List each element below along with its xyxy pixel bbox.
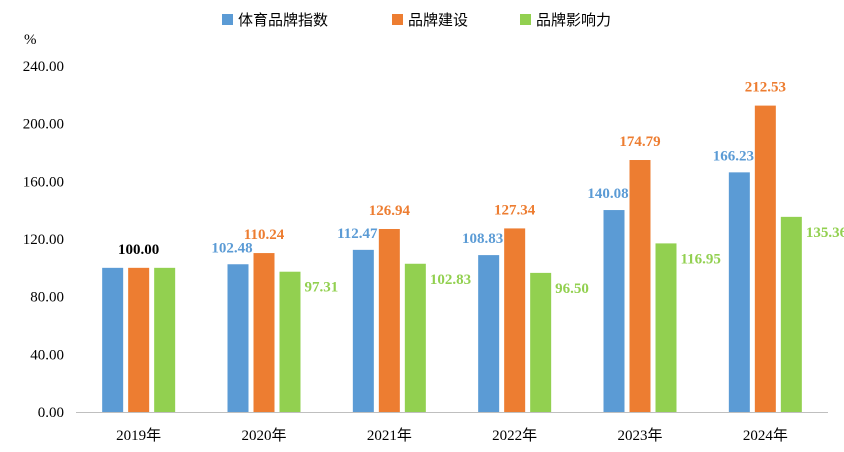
y-tick-label: 0.00 [38, 405, 64, 421]
data-label-3-5: 116.95 [681, 251, 721, 267]
data-label-1-2: 102.48 [211, 240, 252, 256]
legend-label-2: 品牌建设 [408, 11, 468, 29]
y-tick-label: 200.00 [23, 117, 64, 133]
bar-1-5 [603, 210, 625, 412]
bars [102, 105, 802, 412]
legend-label-3: 品牌影响力 [536, 11, 611, 29]
bar-3-5 [655, 243, 677, 412]
bar-2-2 [253, 253, 275, 412]
y-tick-label: 80.00 [30, 290, 64, 306]
bar-2-3 [378, 228, 400, 412]
data-label-3-3: 102.83 [430, 272, 471, 288]
y-tick-label: 160.00 [23, 174, 64, 190]
data-label-3-2: 97.31 [305, 280, 339, 296]
data-label-2019-combined: 100.00 [118, 242, 159, 258]
bar-3-1 [154, 267, 176, 412]
x-axis-ticks: 2019年 2020年 2021年 2022年 2023年 2024年 [116, 427, 788, 444]
data-label-2-6: 212.53 [745, 80, 786, 96]
data-label-1-6: 166.23 [713, 148, 754, 164]
legend-swatch-1 [222, 14, 233, 25]
bar-1-6 [728, 172, 750, 412]
bar-3-3 [404, 263, 426, 412]
bar-2-5 [629, 160, 651, 412]
x-tick-label: 2021年 [367, 427, 412, 444]
x-tick-label: 2020年 [241, 427, 286, 444]
bar-3-4 [530, 272, 552, 412]
bar-3-2 [279, 271, 301, 412]
data-label-2-2: 110.24 [244, 227, 285, 243]
y-tick-label: 120.00 [23, 232, 64, 248]
y-axis-unit-label: % [24, 32, 37, 48]
x-tick-label: 2022年 [492, 427, 537, 444]
bar-2-4 [504, 228, 526, 412]
data-label-2-4: 127.34 [494, 202, 536, 218]
bar-1-3 [352, 249, 374, 412]
bar-1-4 [478, 255, 500, 412]
y-axis-ticks: 0.00 40.00 80.00 120.00 160.00 200.00 240.00 [23, 59, 64, 421]
data-label-3-4: 96.50 [555, 281, 589, 297]
bar-1-1 [102, 267, 124, 412]
y-tick-label: 40.00 [30, 347, 64, 363]
data-label-3-6: 135.36 [806, 225, 844, 241]
data-label-1-3: 112.47 [337, 226, 378, 242]
bar-3-6 [780, 216, 802, 412]
x-tick-label: 2024年 [743, 427, 788, 444]
bar-1-2 [227, 264, 249, 412]
legend-swatch-3 [520, 14, 531, 25]
bar-2-6 [754, 105, 776, 412]
legend-label-1: 体育品牌指数 [238, 11, 328, 29]
legend: 体育品牌指数 品牌建设 品牌影响力 [222, 11, 611, 29]
legend-swatch-2 [392, 14, 403, 25]
y-tick-label: 240.00 [23, 59, 64, 75]
data-label-1-4: 108.83 [462, 231, 503, 247]
x-tick-label: 2019年 [116, 427, 161, 444]
data-label-2-3: 126.94 [369, 203, 411, 219]
data-label-2-5: 174.79 [619, 134, 660, 150]
x-tick-label: 2023年 [617, 427, 662, 444]
bar-2-1 [128, 267, 150, 412]
data-label-1-5: 140.08 [587, 186, 628, 202]
